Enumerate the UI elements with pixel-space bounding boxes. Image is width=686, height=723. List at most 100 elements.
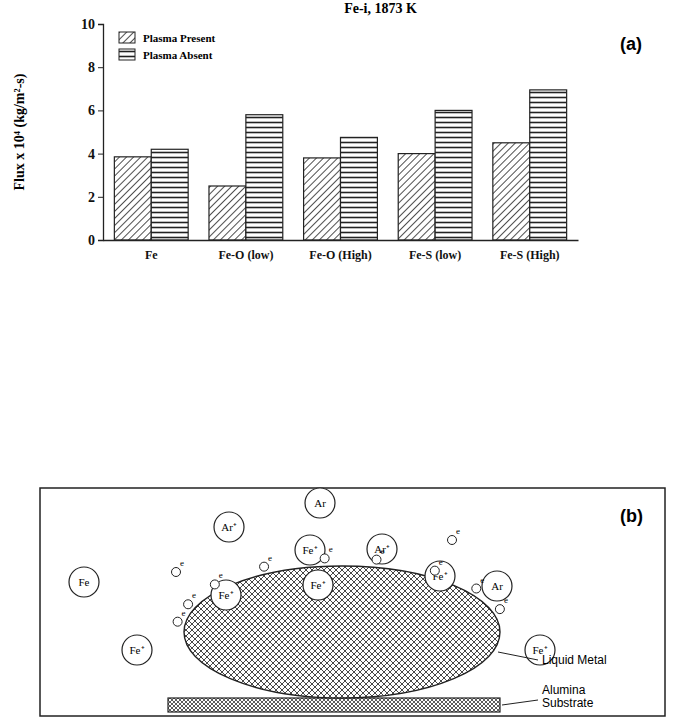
y-tick-mark (98, 110, 103, 111)
electron: e (173, 608, 186, 627)
electron: e (210, 570, 223, 589)
particle-label: Ar⁺ (221, 521, 237, 533)
y-tick-mark (98, 197, 103, 198)
electron-label: e (268, 553, 272, 563)
legend-swatch (119, 32, 135, 43)
electron: e (260, 553, 273, 572)
electron-circle (448, 536, 457, 545)
panel-label: (b) (620, 506, 643, 526)
diagram-panel: Ar⁺ArFe⁺Ar⁺FeFe⁺Fe⁺Fe⁺ArFe⁺Fe⁺eeeeeeeeee… (40, 488, 665, 716)
electron-circle (372, 555, 381, 564)
legend-entry: Plasma Present (119, 32, 216, 44)
y-tick-label: 0 (88, 233, 95, 248)
particle-label: Ar (314, 497, 326, 509)
electron: e (430, 557, 443, 576)
electron-label: e (182, 608, 186, 618)
particle-label: Fe⁺ (311, 579, 326, 591)
electron: e (472, 575, 485, 594)
diagram-frame (40, 488, 665, 716)
electron-circle (173, 617, 182, 626)
y-tick-label: 2 (88, 190, 95, 205)
electron-circle (430, 566, 439, 575)
bar (151, 149, 188, 240)
electron: e (172, 558, 185, 577)
panel-label: (a) (620, 34, 642, 54)
x-tick-label: Fe-O (low) (218, 248, 273, 262)
y-tick-label: 4 (88, 147, 95, 162)
electron-circle (184, 600, 193, 609)
particle: Fe⁺ (211, 580, 241, 610)
electron-label: e (504, 595, 508, 605)
x-tick: Fe (145, 248, 158, 262)
electron-label: e (329, 544, 333, 554)
x-axis-line (104, 240, 579, 241)
particle: Ar⁺ (214, 512, 244, 542)
y-tick: 6 (88, 103, 103, 118)
electron: e (184, 590, 197, 609)
x-axis: Fe Fe-O (low) Fe-O (High) Fe-S (low) Fe-S (H… (104, 241, 579, 262)
electron: e (372, 546, 385, 565)
x-tick-label: Fe (145, 248, 158, 262)
y-tick: 4 (88, 147, 103, 162)
x-tick-label: Fe-O (High) (309, 248, 371, 262)
x-tick: Fe-S (High) (500, 248, 560, 262)
figure: 0 2 4 6 8 10 Fe Fe-O (low) Fe-O (High) Fe-S (low)… (0, 0, 686, 723)
electron-label: e (456, 526, 460, 536)
x-tick: Fe-O (High) (309, 248, 371, 262)
electron-label: e (180, 558, 184, 568)
particle-circle (211, 580, 241, 610)
x-tick: Fe-O (low) (218, 248, 273, 262)
electron-label: e (219, 570, 223, 580)
electron-circle (320, 554, 329, 563)
liquid-metal-drop (184, 566, 500, 698)
y-axis-line (98, 25, 104, 241)
x-tick: Fe-S (low) (409, 248, 461, 262)
y-tick: 8 (88, 60, 103, 75)
chart-title: Fe-i, 1873 K (344, 1, 417, 16)
substrate (168, 698, 500, 712)
substrate-label: AluminaSubstrate (542, 683, 594, 710)
bar (530, 90, 567, 240)
electron-circle (472, 584, 481, 593)
particle: Fe⁺ (303, 570, 333, 600)
arrow (498, 652, 538, 660)
particle-label: Fe⁺ (219, 589, 234, 601)
bar (304, 158, 341, 240)
particle-label: Fe (79, 576, 90, 588)
legend: Plasma Present Plasma Absent (119, 32, 216, 61)
particle-circle (367, 534, 397, 564)
particle-circle (69, 567, 99, 597)
bar (398, 154, 435, 240)
bars (114, 90, 566, 240)
electron: e (320, 544, 333, 563)
bar (209, 186, 246, 240)
electron-label: e (381, 546, 385, 556)
bar (493, 143, 530, 240)
particle-label: Ar⁺ (374, 543, 390, 555)
arrow (502, 700, 538, 705)
electron-label: e (439, 557, 443, 567)
legend-swatch (119, 49, 135, 60)
bar (114, 157, 151, 240)
electron: e (448, 526, 461, 545)
x-tick-label: Fe-S (High) (500, 248, 560, 262)
y-tick: 10 (81, 17, 103, 32)
y-axis-title: Flux x 10⁴ (kg/m²-s) (12, 73, 28, 190)
particle-circle (122, 635, 152, 665)
x-tick-label: Fe-S (low) (409, 248, 461, 262)
electron-circle (260, 562, 269, 571)
y-tick-mark (98, 154, 103, 155)
legend-label: Plasma Present (143, 32, 216, 44)
y-tick-mark (98, 24, 103, 25)
electron-circle (495, 605, 504, 614)
electron: e (495, 595, 508, 614)
particle: Fe⁺ (122, 635, 152, 665)
y-tick-label: 8 (88, 60, 95, 75)
particle-circle (305, 488, 335, 518)
electron-circle (210, 580, 219, 589)
legend-entry: Plasma Absent (119, 49, 213, 61)
y-tick-mark (98, 67, 103, 68)
particle-label: Ar (491, 580, 503, 592)
particle: Fe (69, 567, 99, 597)
particle-label: Fe⁺ (303, 544, 318, 556)
